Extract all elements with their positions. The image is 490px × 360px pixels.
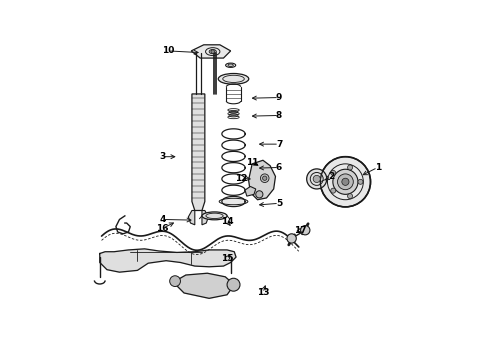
Polygon shape: [192, 94, 205, 211]
Polygon shape: [202, 211, 208, 225]
Circle shape: [320, 157, 370, 207]
Circle shape: [211, 50, 215, 53]
Ellipse shape: [209, 49, 216, 54]
Circle shape: [331, 170, 336, 175]
Circle shape: [287, 234, 296, 243]
Circle shape: [347, 165, 353, 170]
Polygon shape: [188, 211, 195, 225]
Text: 3: 3: [159, 152, 166, 161]
Ellipse shape: [202, 212, 227, 220]
Text: 8: 8: [276, 111, 282, 120]
Text: 2: 2: [328, 172, 334, 181]
Ellipse shape: [228, 64, 233, 67]
Text: 16: 16: [156, 224, 169, 233]
Text: 7: 7: [276, 140, 282, 149]
Circle shape: [333, 169, 358, 194]
Circle shape: [313, 175, 320, 183]
Circle shape: [227, 278, 240, 291]
Ellipse shape: [219, 198, 248, 205]
Circle shape: [170, 276, 180, 287]
Text: 12: 12: [235, 174, 247, 183]
Text: 5: 5: [276, 199, 282, 208]
Text: 10: 10: [162, 46, 174, 55]
Circle shape: [300, 226, 310, 235]
Circle shape: [256, 191, 263, 198]
Polygon shape: [191, 45, 231, 58]
Circle shape: [307, 169, 327, 189]
Text: 17: 17: [294, 226, 307, 235]
Circle shape: [338, 174, 353, 190]
Polygon shape: [245, 186, 256, 196]
Ellipse shape: [218, 73, 249, 84]
Text: 1: 1: [374, 163, 381, 172]
Text: 14: 14: [221, 217, 233, 226]
Text: 11: 11: [246, 158, 258, 167]
Text: 6: 6: [276, 163, 282, 172]
Text: 4: 4: [159, 215, 166, 224]
Text: 13: 13: [257, 288, 269, 297]
Circle shape: [260, 174, 269, 183]
Polygon shape: [100, 249, 236, 272]
Circle shape: [263, 176, 267, 180]
Circle shape: [347, 194, 353, 199]
Text: 9: 9: [276, 93, 282, 102]
Circle shape: [331, 188, 336, 193]
Circle shape: [342, 178, 349, 185]
Text: 15: 15: [221, 255, 233, 264]
Polygon shape: [248, 160, 275, 200]
Polygon shape: [173, 273, 234, 298]
Circle shape: [358, 179, 363, 184]
